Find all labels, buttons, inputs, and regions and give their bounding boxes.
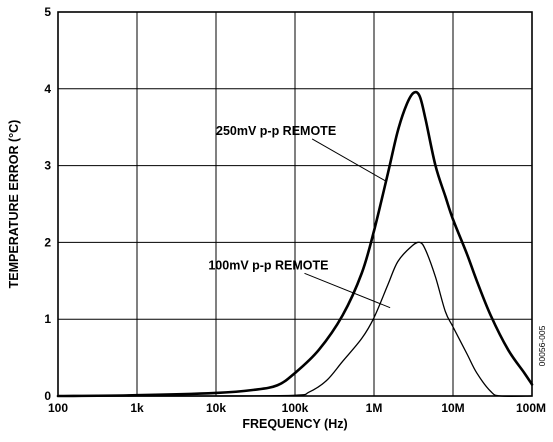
x-tick-label: 100M <box>516 401 546 415</box>
y-axis-tick-labels: 0 1 2 3 4 5 <box>44 5 51 403</box>
x-tick-label: 1k <box>130 401 144 415</box>
series-label-0: 250mV p-p REMOTE <box>216 124 336 138</box>
series-leader-0 <box>311 138 386 182</box>
x-axis-tick-labels: 100 1k 10k 100k 1M 10M 100M <box>48 401 546 415</box>
y-tick-label: 5 <box>44 5 51 19</box>
y-tick-label: 3 <box>44 159 51 173</box>
plot-frame <box>57 11 533 397</box>
figure-code: 00056-005 <box>537 325 547 366</box>
x-tick-label: 100k <box>282 401 309 415</box>
y-tick-label: 4 <box>44 82 51 96</box>
series-lines <box>56 90 534 398</box>
series-annotations: 250mV p-p REMOTE 100mV p-p REMOTE <box>208 124 391 309</box>
x-tick-label: 10k <box>206 401 226 415</box>
grid-lines <box>57 11 533 397</box>
series-label-1: 100mV p-p REMOTE <box>208 258 328 272</box>
y-tick-label: 0 <box>44 389 51 403</box>
x-tick-label: 1M <box>366 401 383 415</box>
y-tick-label: 2 <box>44 235 51 249</box>
series-line-1 <box>57 241 533 397</box>
series-leader-1 <box>304 272 391 309</box>
x-tick-label: 100 <box>48 401 68 415</box>
x-axis-title: FREQUENCY (Hz) <box>242 417 347 431</box>
y-tick-label: 1 <box>44 312 51 326</box>
y-axis-title: TEMPERATURE ERROR (°C) <box>7 120 21 289</box>
x-tick-label: 10M <box>441 401 464 415</box>
series-line-0 <box>56 90 534 398</box>
